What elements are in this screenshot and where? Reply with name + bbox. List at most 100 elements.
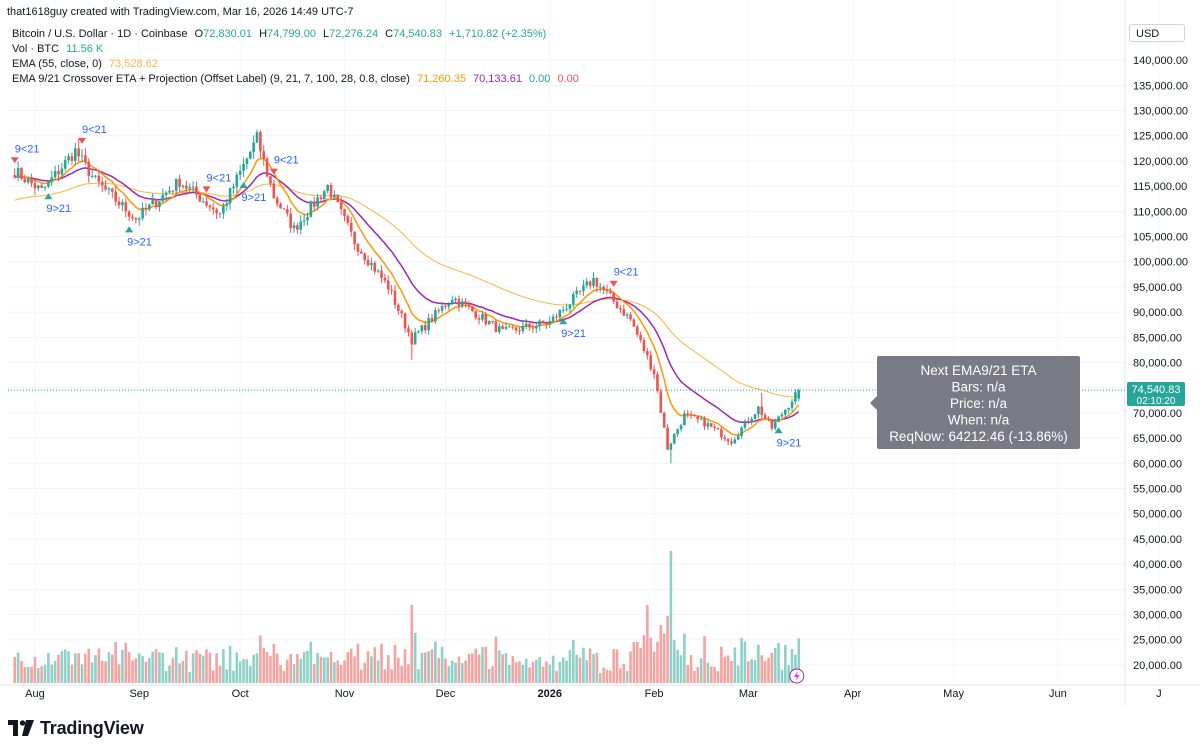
- volume-bar: [568, 650, 572, 683]
- legend-volume-row[interactable]: Vol · BTC 11.56 K: [12, 42, 583, 57]
- volume-label: Vol · BTC: [12, 43, 60, 55]
- volume-bar: [161, 652, 165, 683]
- crossover-label: EMA 9/21 Crossover ETA + Projection (Off…: [12, 73, 410, 85]
- legend-ema55-row[interactable]: EMA (55, close, 0) 73,528.62: [12, 57, 583, 72]
- candle-body: [339, 202, 343, 210]
- volume-bar: [296, 654, 299, 683]
- candle-body: [211, 207, 215, 210]
- candle-body: [558, 310, 562, 318]
- volume-bar: [148, 658, 151, 683]
- volume-bar: [706, 662, 710, 683]
- candle-body: [481, 314, 484, 320]
- volume-bar: [497, 650, 501, 683]
- candle-body: [662, 412, 666, 428]
- volume-bar: [773, 647, 777, 683]
- candle-body: [292, 225, 296, 229]
- high-value: 74,799.00: [267, 28, 316, 40]
- candle-body: [784, 409, 787, 415]
- volume-bar: [612, 649, 615, 683]
- candle-body: [131, 216, 134, 219]
- volume-bar: [487, 668, 491, 683]
- volume-bar: [117, 664, 121, 683]
- candle-body: [773, 421, 777, 429]
- candle-body: [104, 185, 107, 190]
- candle-body: [464, 301, 467, 305]
- candle-body: [747, 420, 750, 423]
- price-axis[interactable]: 20,000.00 25,000.00 30,000.00 35,000.00 40,0…: [1133, 55, 1188, 672]
- crossover-label: 9>21: [561, 328, 586, 340]
- volume-bar: [363, 662, 366, 683]
- low-label: L: [323, 28, 330, 40]
- candle-body: [329, 184, 333, 198]
- candle-body: [107, 188, 111, 190]
- volume-bar: [413, 632, 417, 683]
- currency-selector[interactable]: USD: [1129, 24, 1185, 42]
- volume-bar: [720, 646, 723, 683]
- legend-crossover-row[interactable]: EMA 9/21 Crossover ETA + Projection (Off…: [12, 72, 583, 87]
- volume-bar: [397, 657, 400, 683]
- candle-body: [23, 178, 27, 183]
- volume-bar: [659, 625, 663, 683]
- candle-body: [635, 326, 639, 335]
- volume-bar: [195, 650, 198, 683]
- tradingview-wordmark: TradingView: [40, 717, 144, 738]
- candle-body: [282, 208, 286, 210]
- candle-body: [696, 416, 700, 420]
- candle-body: [642, 339, 646, 352]
- candle-body: [127, 211, 131, 217]
- volume-bar: [16, 652, 20, 683]
- candle-body: [545, 323, 548, 325]
- candle-body: [689, 414, 693, 416]
- volume-bar: [787, 664, 790, 683]
- candle-body: [676, 429, 679, 434]
- eta-info-line: Price: n/a: [950, 396, 1008, 411]
- volume-bar: [272, 643, 276, 683]
- candle-body: [117, 201, 121, 206]
- volume-bar: [97, 648, 101, 683]
- candle-body: [353, 231, 356, 245]
- candle-body: [659, 391, 663, 413]
- price-tick-label: 70,000.00: [1133, 408, 1182, 420]
- volume-bar: [164, 671, 168, 683]
- candle-body: [90, 175, 94, 177]
- candle-body: [74, 148, 77, 161]
- candle-body: [575, 290, 578, 295]
- high-label: H: [259, 28, 268, 40]
- volume-bar: [208, 652, 212, 683]
- candle-body: [457, 298, 461, 307]
- candle-body: [508, 326, 511, 328]
- legend-symbol-row[interactable]: Bitcoin / U.S. Dollar · 1D · Coinbase O7…: [12, 27, 583, 42]
- volume-bar: [306, 651, 309, 683]
- volume-bar: [188, 672, 192, 683]
- candle-body: [356, 244, 360, 252]
- candle-body: [477, 318, 481, 320]
- volume-bar: [434, 641, 437, 683]
- volume-bar: [289, 653, 292, 683]
- candle-body: [518, 330, 521, 332]
- candle-body: [47, 180, 50, 187]
- volume-bar: [484, 646, 488, 683]
- volume-bar: [444, 658, 447, 683]
- candle-body: [188, 187, 192, 189]
- volume-bar: [535, 659, 538, 683]
- volume-bar: [410, 605, 414, 683]
- volume-bar: [427, 651, 430, 683]
- volume-bar: [191, 653, 195, 683]
- candle-body: [797, 390, 801, 399]
- volume-bar: [736, 665, 740, 683]
- candle-body: [87, 161, 91, 176]
- candle-body: [585, 281, 589, 286]
- volume-bar: [437, 658, 441, 683]
- volume-bar: [13, 656, 17, 683]
- symbol-name[interactable]: Bitcoin / U.S. Dollar · 1D · Coinbase: [12, 28, 188, 40]
- volume-bar: [292, 664, 296, 683]
- volume-bar: [100, 660, 104, 683]
- volume-bar: [578, 657, 582, 683]
- time-axis[interactable]: Aug Sep Oct Nov Dec 2026 Feb Mar Apr May Jun J: [25, 688, 1161, 700]
- volume-bar: [245, 659, 249, 683]
- ema21-line: [14, 167, 800, 424]
- crossover-label: 9<21: [15, 143, 40, 155]
- eta-info-line: Bars: n/a: [951, 380, 1006, 395]
- volume-bar: [36, 667, 40, 683]
